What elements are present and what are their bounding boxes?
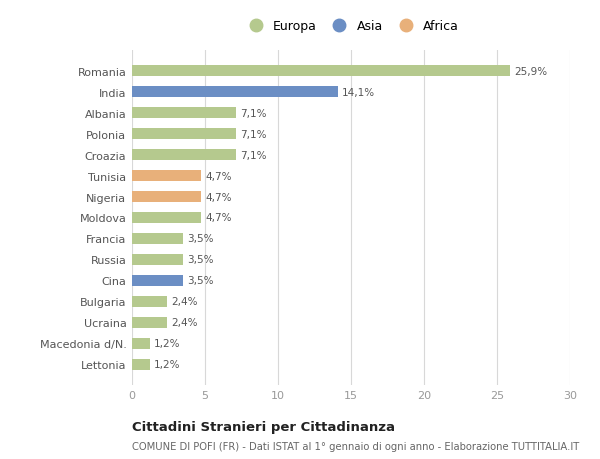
Text: 4,7%: 4,7% <box>205 213 232 223</box>
Bar <box>132 296 167 308</box>
Bar <box>132 275 183 286</box>
Bar <box>132 170 200 182</box>
Bar <box>132 212 200 224</box>
Text: 14,1%: 14,1% <box>342 87 376 97</box>
Bar <box>132 87 338 98</box>
Text: 7,1%: 7,1% <box>240 150 266 160</box>
Text: 4,7%: 4,7% <box>205 171 232 181</box>
Bar <box>132 129 236 140</box>
Bar <box>132 317 167 329</box>
Bar <box>132 107 236 119</box>
Legend: Europa, Asia, Africa: Europa, Asia, Africa <box>239 17 463 37</box>
Bar <box>132 254 183 266</box>
Text: 25,9%: 25,9% <box>515 67 548 77</box>
Bar <box>132 191 200 203</box>
Text: 3,5%: 3,5% <box>187 234 214 244</box>
Text: 7,1%: 7,1% <box>240 129 266 139</box>
Bar <box>132 150 236 161</box>
Bar <box>132 359 149 370</box>
Text: 2,4%: 2,4% <box>172 297 198 307</box>
Bar <box>132 66 510 77</box>
Text: COMUNE DI POFI (FR) - Dati ISTAT al 1° gennaio di ogni anno - Elaborazione TUTTI: COMUNE DI POFI (FR) - Dati ISTAT al 1° g… <box>132 441 579 451</box>
Bar <box>132 338 149 349</box>
Text: 4,7%: 4,7% <box>205 192 232 202</box>
Text: 7,1%: 7,1% <box>240 108 266 118</box>
Text: 1,2%: 1,2% <box>154 339 181 349</box>
Text: Cittadini Stranieri per Cittadinanza: Cittadini Stranieri per Cittadinanza <box>132 420 395 433</box>
Text: 3,5%: 3,5% <box>187 276 214 286</box>
Text: 2,4%: 2,4% <box>172 318 198 328</box>
Bar <box>132 233 183 245</box>
Text: 1,2%: 1,2% <box>154 359 181 369</box>
Text: 3,5%: 3,5% <box>187 255 214 265</box>
